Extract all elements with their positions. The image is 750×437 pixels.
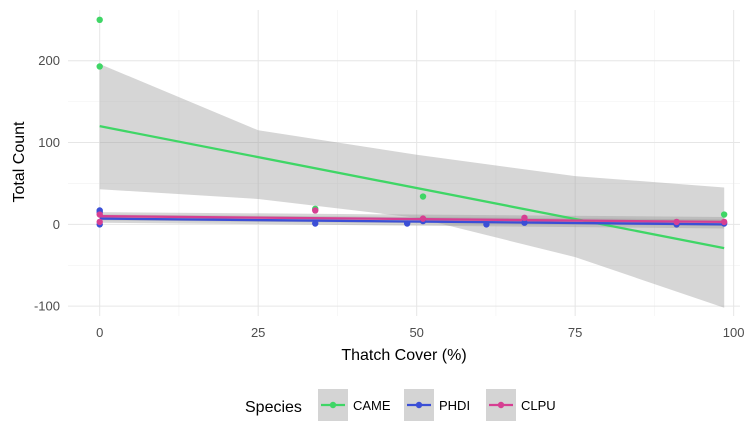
data-point-phdi <box>521 219 528 226</box>
confidence-bands <box>99 64 725 308</box>
data-point-came <box>419 193 427 200</box>
data-point-came <box>720 211 728 218</box>
fit-line-clpu <box>99 215 725 224</box>
x-tick-label: 0 <box>96 325 103 340</box>
data-point-clpu <box>673 218 680 226</box>
legend-label-clpu: CLPU <box>521 398 556 413</box>
data-point-clpu <box>720 218 728 226</box>
x-tick-label: 75 <box>568 325 582 340</box>
y-axis-title: Total Count <box>11 121 28 202</box>
legend-key-point-phdi <box>415 401 423 409</box>
y-tick-label: -100 <box>34 299 60 314</box>
y-tick-labels: -100 0 100 200 <box>34 53 60 313</box>
data-point-clpu <box>96 211 103 218</box>
x-tick-labels: 0 25 50 75 100 <box>96 325 744 340</box>
y-tick-label: 100 <box>38 135 60 150</box>
fit-lines <box>99 125 725 250</box>
data-point-clpu <box>419 215 427 222</box>
legend: Species CAME PHDI CLPU <box>245 389 556 421</box>
y-tick-label: 200 <box>38 53 60 68</box>
legend-key-point-clpu <box>497 401 505 409</box>
legend-title: Species <box>245 399 302 416</box>
data-point-clpu <box>96 218 103 226</box>
data-point-came <box>96 63 103 70</box>
data-point-clpu <box>312 207 319 214</box>
legend-label-phdi: PHDI <box>439 398 470 413</box>
legend-key-point-came <box>329 401 337 409</box>
y-tick-label: 0 <box>53 217 60 232</box>
fit-line-came <box>99 125 725 250</box>
data-point-clpu <box>521 214 528 222</box>
data-point-phdi <box>403 220 411 227</box>
data-point-phdi <box>483 221 490 228</box>
x-axis-title: Thatch Cover (%) <box>341 347 466 364</box>
data-point-phdi <box>312 220 319 227</box>
fit-line-phdi <box>99 217 725 226</box>
confidence-band-came <box>99 64 725 308</box>
legend-label-came: CAME <box>353 398 391 413</box>
x-tick-label: 50 <box>409 325 423 340</box>
data-point-came <box>96 16 103 24</box>
data-points <box>96 16 728 228</box>
x-tick-label: 25 <box>251 325 265 340</box>
x-tick-label: 100 <box>723 325 745 340</box>
